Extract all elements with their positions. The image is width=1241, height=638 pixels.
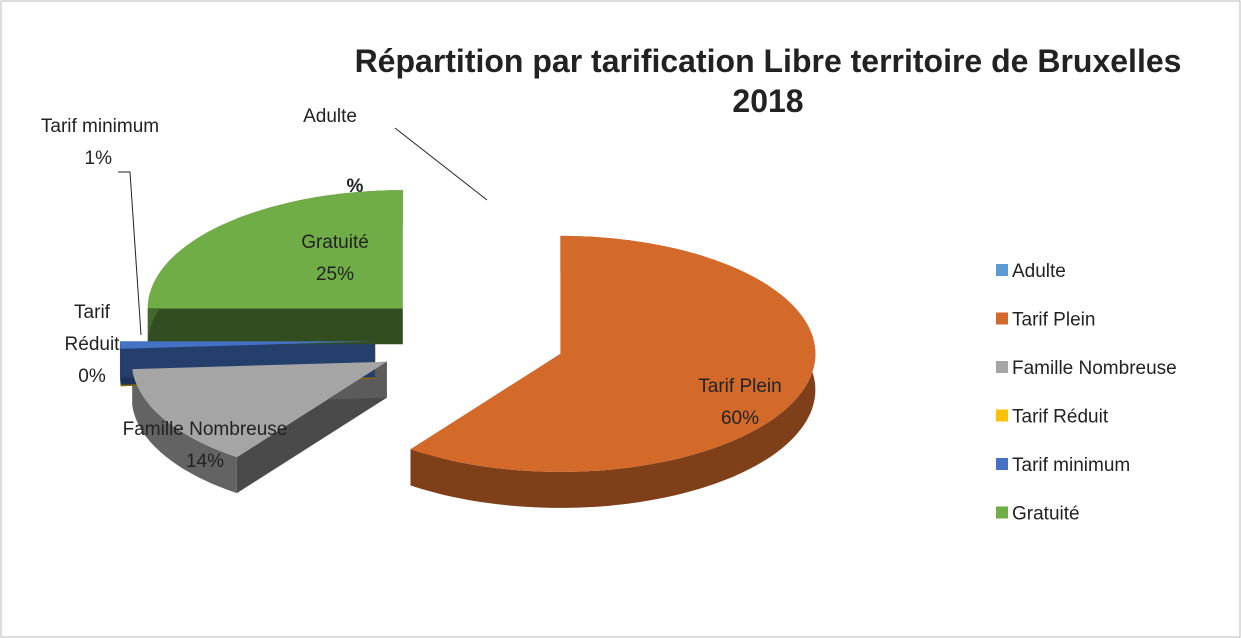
legend-swatch bbox=[996, 409, 1008, 422]
slice-wall bbox=[132, 369, 237, 494]
data-label-name: Tarif minimum bbox=[41, 116, 159, 137]
slice bbox=[410, 235, 816, 472]
data-label-name: Adulte bbox=[303, 106, 357, 127]
data-label-value: 60% bbox=[721, 408, 759, 429]
legend-swatch bbox=[996, 458, 1008, 470]
slice bbox=[120, 341, 375, 349]
data-label-value: 1% bbox=[85, 148, 113, 169]
data-label-value: 14% bbox=[186, 451, 224, 472]
legend-label: Famille Nombreuse bbox=[1012, 358, 1177, 379]
chart-title: Répartition par tarification Libre terri… bbox=[355, 43, 1182, 119]
slice-side bbox=[147, 308, 403, 345]
data-label-name: Tarif Réduit bbox=[65, 302, 121, 355]
legend-swatch bbox=[996, 312, 1008, 325]
legend-label: Adulte bbox=[1012, 261, 1066, 282]
legend: Adulte Tarif Plein Famille Nombreuse Tarif … bbox=[996, 261, 1177, 525]
slice-wall bbox=[120, 341, 121, 385]
legend-label: Gratuité bbox=[1012, 504, 1080, 525]
legend-swatch bbox=[996, 361, 1008, 373]
slice-wall bbox=[410, 235, 816, 508]
slice bbox=[147, 190, 403, 309]
slice bbox=[120, 342, 376, 351]
series-name: % bbox=[347, 176, 364, 197]
legend-label: Tarif Réduit bbox=[1012, 407, 1109, 428]
legend-label: Tarif Plein bbox=[1012, 310, 1095, 331]
data-label-name: Tarif Plein bbox=[698, 376, 781, 397]
pie bbox=[120, 190, 816, 508]
slice bbox=[132, 361, 387, 458]
leader-line bbox=[394, 127, 488, 201]
legend-label: Tarif minimum bbox=[1012, 455, 1130, 476]
labels: Adulte Tarif Plein 60% Famille Nombreuse 14%… bbox=[41, 106, 782, 472]
data-label-name: Gratuité bbox=[301, 232, 369, 253]
legend-swatch bbox=[996, 506, 1008, 519]
data-label-value: 25% bbox=[316, 264, 354, 285]
leader-line bbox=[118, 171, 142, 336]
data-label-name: Famille Nombreuse bbox=[123, 419, 288, 440]
legend-swatch bbox=[996, 264, 1008, 276]
data-label-value: 0% bbox=[78, 366, 106, 387]
